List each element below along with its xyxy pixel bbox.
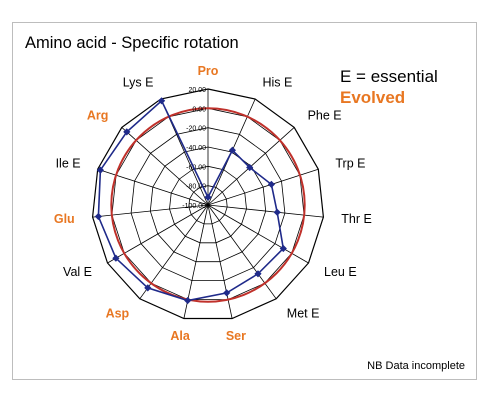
grid-ring [188,185,228,225]
category-label: Glu [54,212,75,226]
category-label: His E [263,76,293,90]
legend-evolved: Evolved [340,88,406,107]
tick-label: 0.00 [192,106,206,113]
data-point [94,212,102,221]
category-label: Trp E [335,157,365,171]
tick-label: -80.00 [186,184,206,191]
series-line [97,99,285,302]
data-point [96,166,104,174]
data-point [279,244,287,253]
grid-ring [130,127,286,282]
category-label: Lys E [123,76,154,90]
grid-ring [111,107,305,301]
category-label: Pro [198,64,219,78]
data-point [112,254,120,262]
category-label: Ser [226,329,246,343]
data-point [123,128,131,136]
data-point [158,97,166,105]
data-point [246,163,254,172]
category-label: Val E [63,265,92,279]
data-point [254,270,262,278]
tick-label: -60.00 [186,164,206,171]
category-label: Leu E [324,265,357,279]
radar-chart: 20.00 0.00 -20.00 -40.00 -60.00 -80.00 -100.00… [54,64,372,343]
data-point [184,296,192,305]
category-label: Ala [170,329,191,343]
data-point [273,208,281,216]
data-point [204,193,212,201]
data-point [228,146,236,154]
reference-circle [110,107,306,303]
category-label: Arg [87,108,109,122]
chart-title: Amino acid - Specific rotation [25,34,239,52]
category-label: Ile E [56,157,81,171]
tick-label: -40.00 [186,145,206,152]
tick-label: -100.00 [182,203,206,210]
category-label: Met E [287,306,320,320]
grid-ring [91,88,325,320]
tick-label: -20.00 [186,126,206,133]
data-point [267,180,275,188]
tick-label: 20.00 [188,87,206,94]
data-point [223,289,231,297]
grid-spoke [207,168,319,206]
grid-ring [149,146,267,263]
data-point [144,284,152,292]
data-note: NB Data incomplete [367,360,465,372]
category-label: Phe E [308,108,342,122]
grid-ring [169,165,247,244]
legend-essential: E = essential [340,67,438,86]
category-label: Asp [106,306,130,320]
category-label: Thr E [341,212,372,226]
chart-frame: 20.00 0.00 -20.00 -40.00 -60.00 -80.00 -100.00… [12,22,477,380]
